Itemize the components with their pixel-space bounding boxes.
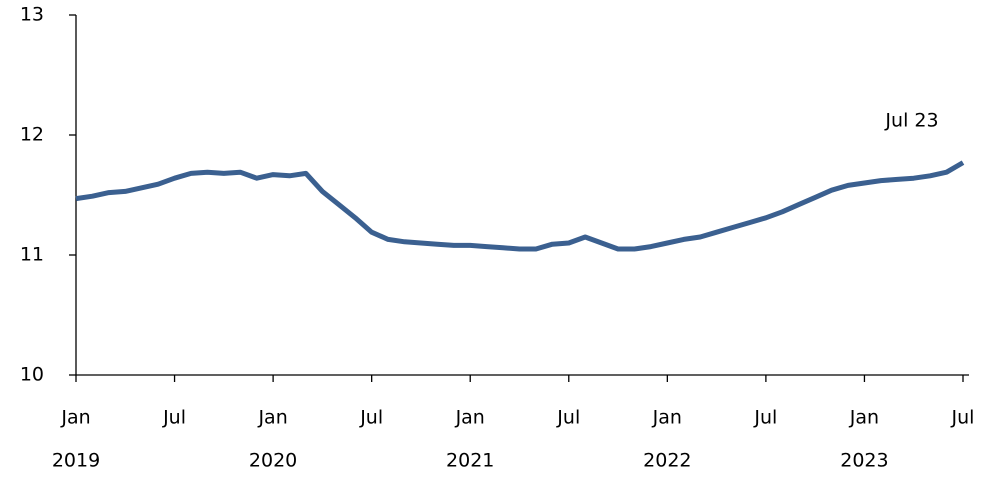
x-tick-label: Jul — [162, 407, 186, 429]
year-label: 2023 — [840, 450, 888, 472]
y-tick-label: 11 — [20, 244, 44, 266]
year-label: 2021 — [446, 450, 494, 472]
year-label: 2020 — [249, 450, 297, 472]
year-label: 2022 — [643, 450, 691, 472]
x-tick-label: Jan — [257, 407, 287, 429]
annotation: Jul 23 — [884, 110, 938, 132]
y-tick-label: 10 — [20, 364, 44, 386]
line — [75, 160, 965, 252]
x-tick-label: Jul — [951, 407, 975, 429]
x-tick-label: Jan — [652, 407, 682, 429]
x-tick-label: Jul — [753, 407, 777, 429]
x-tick-label: Jul — [556, 407, 580, 429]
y-tick-label: 13 — [20, 4, 44, 26]
x-tick-label: Jan — [60, 407, 90, 429]
x-tick-label: Jul — [359, 407, 383, 429]
year-label: 2019 — [52, 450, 100, 472]
x-tick-label: Jan — [849, 407, 879, 429]
x-tick-label: Jan — [455, 407, 485, 429]
y-tick-label: 12 — [20, 124, 44, 146]
